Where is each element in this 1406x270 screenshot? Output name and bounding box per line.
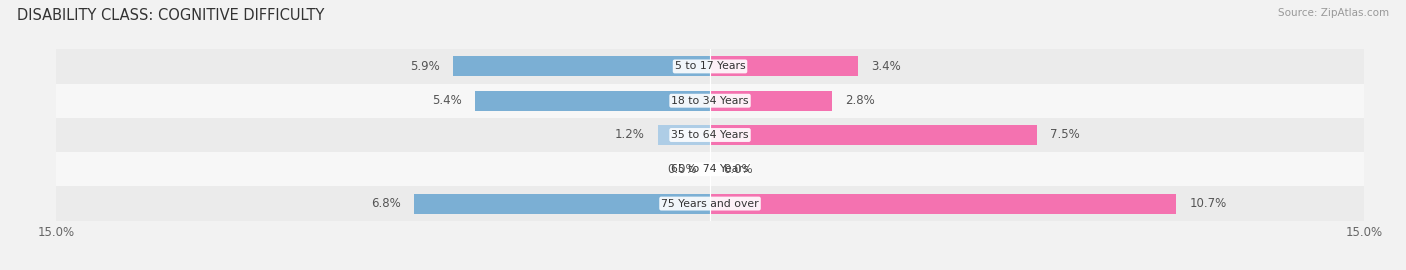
Text: 2.8%: 2.8% xyxy=(845,94,875,107)
Bar xyxy=(413,194,710,214)
Text: 3.4%: 3.4% xyxy=(872,60,901,73)
Text: 0.0%: 0.0% xyxy=(723,163,752,176)
Bar xyxy=(710,194,1177,214)
Text: 35 to 64 Years: 35 to 64 Years xyxy=(671,130,749,140)
Text: 1.2%: 1.2% xyxy=(614,129,644,141)
Text: 6.8%: 6.8% xyxy=(371,197,401,210)
Bar xyxy=(710,125,1038,145)
Bar xyxy=(56,118,1364,152)
Bar xyxy=(710,91,832,111)
Bar xyxy=(56,49,1364,84)
Bar xyxy=(56,152,1364,186)
Bar xyxy=(453,56,710,76)
Bar xyxy=(658,125,710,145)
Bar xyxy=(56,84,1364,118)
Text: 10.7%: 10.7% xyxy=(1189,197,1226,210)
Text: 18 to 34 Years: 18 to 34 Years xyxy=(671,96,749,106)
Bar xyxy=(710,56,858,76)
Text: DISABILITY CLASS: COGNITIVE DIFFICULTY: DISABILITY CLASS: COGNITIVE DIFFICULTY xyxy=(17,8,325,23)
Text: 5.4%: 5.4% xyxy=(432,94,461,107)
Text: 65 to 74 Years: 65 to 74 Years xyxy=(671,164,749,174)
Text: 0.0%: 0.0% xyxy=(668,163,697,176)
Text: 7.5%: 7.5% xyxy=(1050,129,1080,141)
Text: 5 to 17 Years: 5 to 17 Years xyxy=(675,62,745,72)
Text: 5.9%: 5.9% xyxy=(411,60,440,73)
Legend: Male, Female: Male, Female xyxy=(645,266,775,270)
Bar xyxy=(56,186,1364,221)
Text: 75 Years and over: 75 Years and over xyxy=(661,198,759,208)
Text: Source: ZipAtlas.com: Source: ZipAtlas.com xyxy=(1278,8,1389,18)
Bar xyxy=(475,91,710,111)
